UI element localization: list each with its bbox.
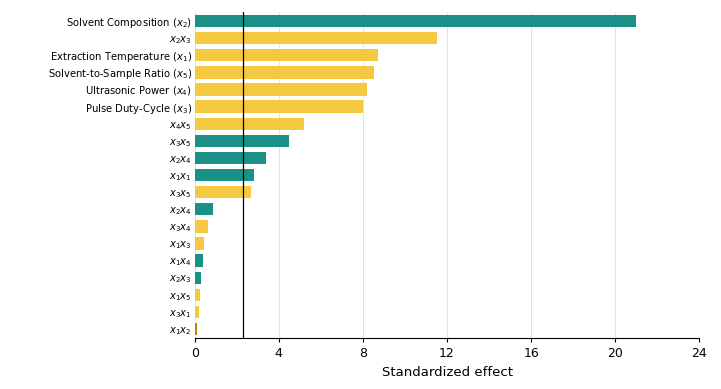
Bar [195,203,213,216]
Bar [195,135,289,147]
Bar [195,100,363,113]
Bar [195,169,254,181]
Bar [195,272,201,284]
Bar [195,83,367,96]
Bar [195,323,198,335]
Bar [195,306,199,318]
Bar [195,289,200,301]
Bar [195,220,208,233]
Bar [195,49,378,61]
Bar [195,32,436,44]
Bar [195,66,374,79]
Bar [195,152,266,164]
X-axis label: Standardized effect: Standardized effect [381,366,513,379]
Bar [195,117,304,130]
Bar [195,237,204,250]
Bar [195,186,252,198]
Bar [195,15,637,27]
Bar [195,254,203,267]
